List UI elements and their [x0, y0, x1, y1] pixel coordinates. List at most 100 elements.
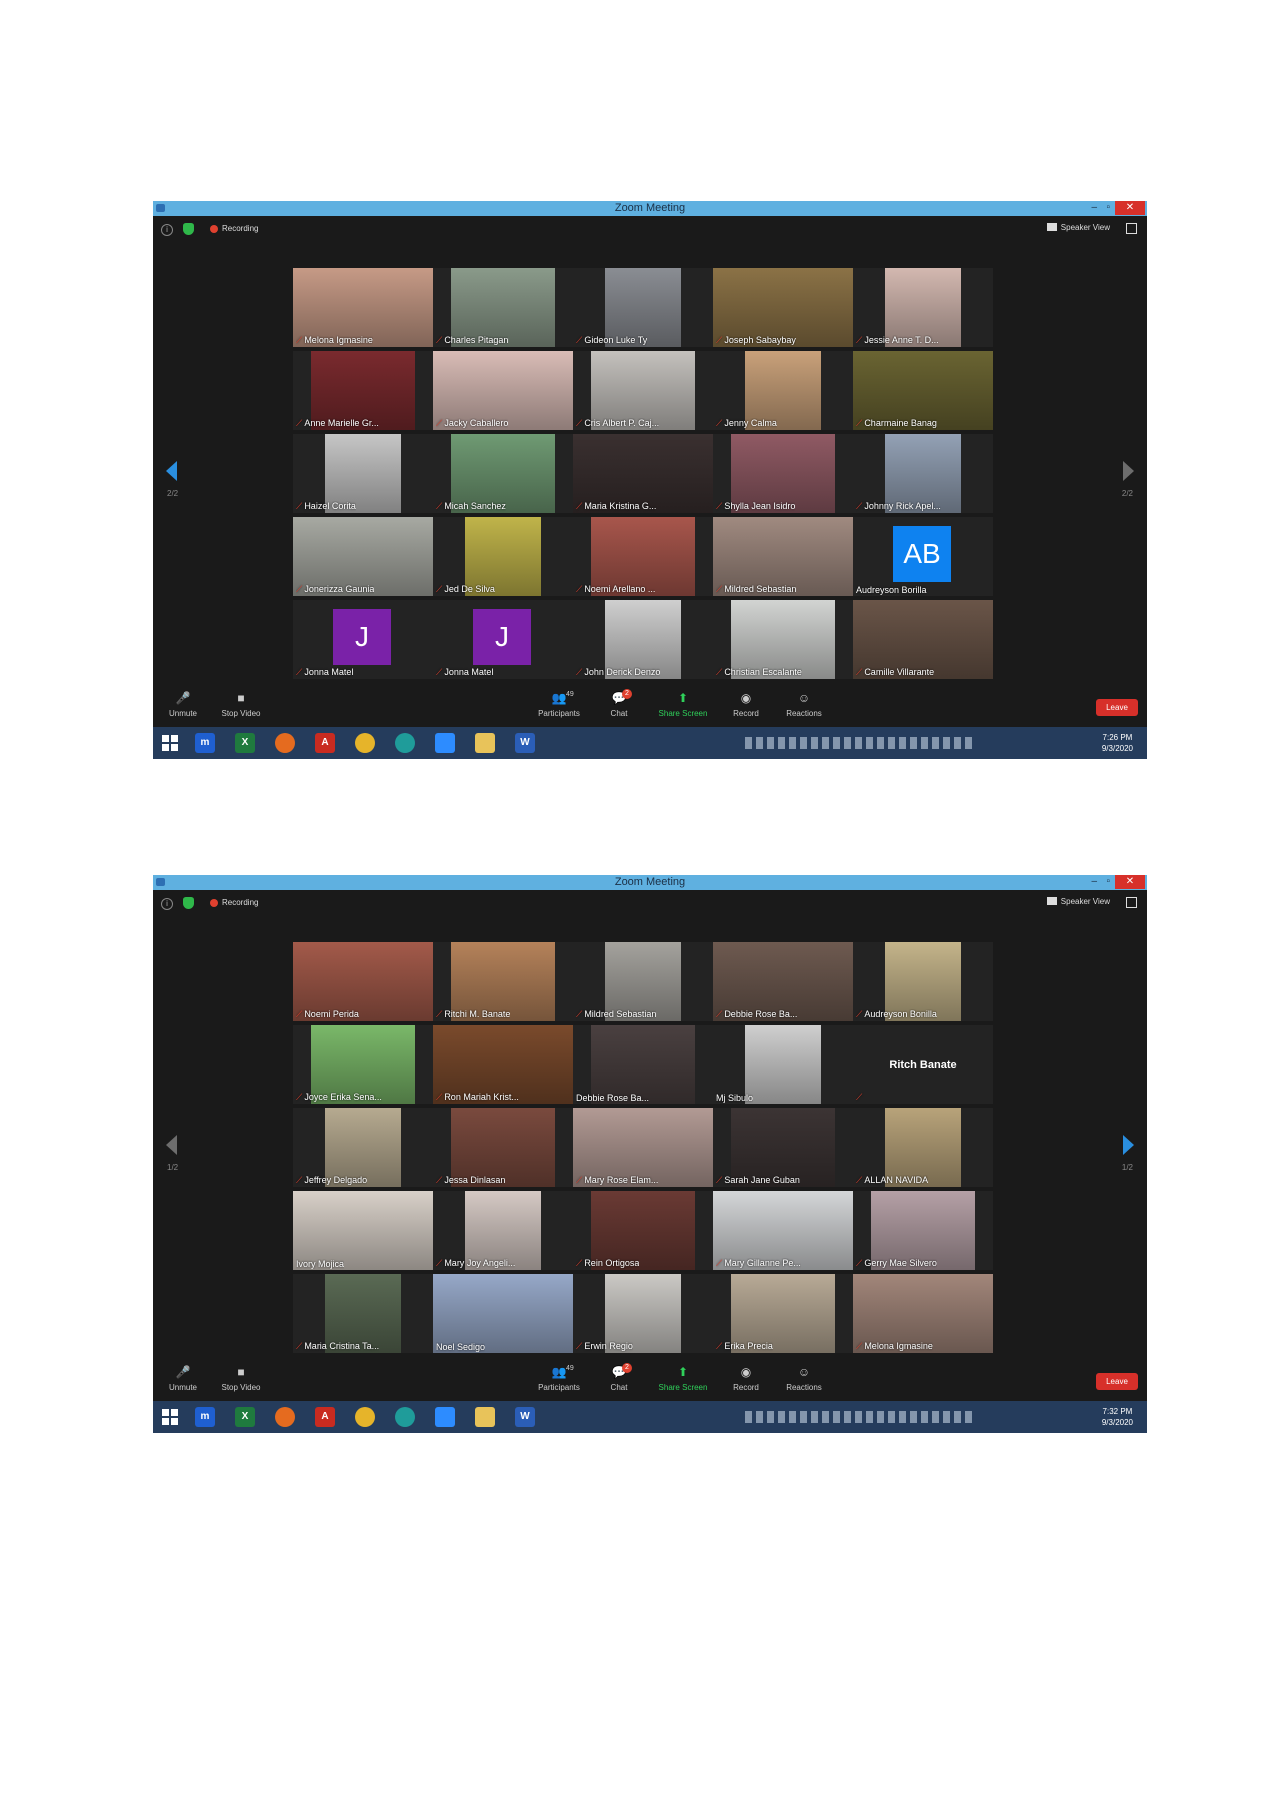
- participant-tile[interactable]: ⟋ Mary Rose Elam...: [573, 1108, 713, 1187]
- participant-tile[interactable]: ⟋ Camille Villarante: [853, 600, 993, 679]
- participant-tile[interactable]: ⟋ Charles Pitagan: [433, 268, 573, 347]
- participant-tile[interactable]: ⟋ Mildred Sebastian: [573, 942, 713, 1021]
- minimize-button[interactable]: –: [1091, 202, 1097, 213]
- participant-tile[interactable]: ⟋ Jenny Calma: [713, 351, 853, 430]
- acrobat-icon[interactable]: A: [315, 1407, 335, 1427]
- participant-tile[interactable]: ⟋ Noemi Arellano ...: [573, 517, 713, 596]
- edge-icon[interactable]: [395, 733, 415, 753]
- maximize-button[interactable]: ▫: [1106, 202, 1110, 213]
- participant-tile[interactable]: ⟋ Ritchi M. Banate: [433, 942, 573, 1021]
- participant-tile[interactable]: J ⟋ Jonna Matel: [293, 600, 433, 679]
- system-tray-icons[interactable]: [745, 737, 975, 749]
- excel-icon[interactable]: X: [235, 733, 255, 753]
- maximize-button[interactable]: ▫: [1106, 876, 1110, 887]
- participant-tile[interactable]: ⟋ Audreyson Bonilla: [853, 942, 993, 1021]
- speaker-view-button[interactable]: Speaker View: [1046, 223, 1110, 232]
- participant-tile[interactable]: ⟋ Jed De Silva: [433, 517, 573, 596]
- minimize-button[interactable]: –: [1091, 876, 1097, 887]
- info-icon[interactable]: i: [161, 224, 173, 236]
- participant-tile[interactable]: ⟋ Jonerizza Gaunia: [293, 517, 433, 596]
- edge-icon[interactable]: [395, 1407, 415, 1427]
- participant-tile[interactable]: ⟋ Sarah Jane Guban: [713, 1108, 853, 1187]
- participant-tile[interactable]: ⟋ John Derick Denzo: [573, 600, 713, 679]
- close-button[interactable]: ✕: [1115, 875, 1145, 889]
- participant-tile[interactable]: ⟋ Maria Cristina Ta...: [293, 1274, 433, 1353]
- participant-tile[interactable]: ⟋ Joyce Erika Sena...: [293, 1025, 433, 1104]
- app-icon[interactable]: m: [195, 1407, 215, 1427]
- previous-page-arrow[interactable]: [166, 1135, 177, 1155]
- zoom-taskbar-icon[interactable]: [435, 733, 455, 753]
- participant-tile[interactable]: J ⟋ Jonna Matel: [433, 600, 573, 679]
- chat-button[interactable]: 💬 2 Chat: [589, 689, 649, 718]
- info-icon[interactable]: i: [161, 898, 173, 910]
- chat-button[interactable]: 💬 2 Chat: [589, 1363, 649, 1392]
- windows-start-icon[interactable]: [162, 1409, 178, 1425]
- participant-tile[interactable]: Mj Sibulo: [713, 1025, 853, 1104]
- participant-tile[interactable]: Ritch Banate ⟋: [853, 1025, 993, 1104]
- participant-tile[interactable]: Ivory Mojica: [293, 1191, 433, 1270]
- chrome-icon[interactable]: [355, 733, 375, 753]
- firefox-icon[interactable]: [275, 733, 295, 753]
- zoom-taskbar-icon[interactable]: [435, 1407, 455, 1427]
- participant-tile[interactable]: ⟋ Jessa Dinlasan: [433, 1108, 573, 1187]
- participant-tile[interactable]: AB Audreyson Borilla: [853, 517, 993, 596]
- participant-tile[interactable]: ⟋ Noemi Perida: [293, 942, 433, 1021]
- record-button[interactable]: ◉ Record: [716, 691, 776, 718]
- leave-button[interactable]: Leave: [1096, 1373, 1138, 1390]
- participant-tile[interactable]: ⟋ Erwin Regio: [573, 1274, 713, 1353]
- participant-tile[interactable]: ⟋ Cris Albert P. Caj...: [573, 351, 713, 430]
- fullscreen-icon[interactable]: [1126, 897, 1137, 908]
- participant-tile[interactable]: Debbie Rose Ba...: [573, 1025, 713, 1104]
- participant-tile[interactable]: ⟋ Jeffrey Delgado: [293, 1108, 433, 1187]
- record-button[interactable]: ◉ Record: [716, 1365, 776, 1392]
- participant-tile[interactable]: ⟋ Mary Joy Angeli...: [433, 1191, 573, 1270]
- windows-start-icon[interactable]: [162, 735, 178, 751]
- participant-tile[interactable]: ⟋ Shylla Jean Isidro: [713, 434, 853, 513]
- participant-tile[interactable]: ⟋ Gideon Luke Ty: [573, 268, 713, 347]
- participant-tile[interactable]: ⟋ Ron Mariah Krist...: [433, 1025, 573, 1104]
- next-page-arrow[interactable]: [1123, 1135, 1134, 1155]
- participant-tile[interactable]: ⟋ Jacky Caballero: [433, 351, 573, 430]
- share-screen-button[interactable]: ⬆ Share Screen: [653, 691, 713, 718]
- chrome-icon[interactable]: [355, 1407, 375, 1427]
- acrobat-icon[interactable]: A: [315, 733, 335, 753]
- taskbar-clock[interactable]: 7:32 PM 9/3/2020: [1102, 1406, 1133, 1428]
- speaker-view-button[interactable]: Speaker View: [1046, 897, 1110, 906]
- fullscreen-icon[interactable]: [1126, 223, 1137, 234]
- file-explorer-icon[interactable]: [475, 1407, 495, 1427]
- previous-page-arrow[interactable]: [166, 461, 177, 481]
- participant-tile[interactable]: ⟋ Erika Precia: [713, 1274, 853, 1353]
- participant-tile[interactable]: ⟋ Micah Sanchez: [433, 434, 573, 513]
- shield-icon[interactable]: [183, 223, 194, 235]
- participant-tile[interactable]: ⟋ Charmaine Banag: [853, 351, 993, 430]
- file-explorer-icon[interactable]: [475, 733, 495, 753]
- participant-tile[interactable]: ⟋ Maria Kristina G...: [573, 434, 713, 513]
- participant-tile[interactable]: ⟋ Christian Escalante: [713, 600, 853, 679]
- participant-tile[interactable]: ⟋ Debbie Rose Ba...: [713, 942, 853, 1021]
- leave-button[interactable]: Leave: [1096, 699, 1138, 716]
- participant-tile[interactable]: ⟋ ALLAN NAVIDA: [853, 1108, 993, 1187]
- participant-tile[interactable]: ⟋ Melona Igmasine: [853, 1274, 993, 1353]
- word-icon[interactable]: W: [515, 1407, 535, 1427]
- participant-tile[interactable]: ⟋ Mildred Sebastian: [713, 517, 853, 596]
- participant-tile[interactable]: ⟋ Jessie Anne T. D...: [853, 268, 993, 347]
- participant-tile[interactable]: Noel Sedigo: [433, 1274, 573, 1353]
- stop-video-button[interactable]: ■ Stop Video: [211, 691, 271, 718]
- participant-tile[interactable]: ⟋ Johnny Rick Apel...: [853, 434, 993, 513]
- next-page-arrow[interactable]: [1123, 461, 1134, 481]
- close-button[interactable]: ✕: [1115, 201, 1145, 215]
- participant-tile[interactable]: ⟋ Rein Ortigosa: [573, 1191, 713, 1270]
- participants-button[interactable]: 👥 49 Participants: [529, 1365, 589, 1392]
- excel-icon[interactable]: X: [235, 1407, 255, 1427]
- participant-tile[interactable]: ⟋ Joseph Sabaybay: [713, 268, 853, 347]
- share-screen-button[interactable]: ⬆ Share Screen: [653, 1365, 713, 1392]
- system-tray-icons[interactable]: [745, 1411, 975, 1423]
- participant-tile[interactable]: ⟋ Anne Marielle Gr...: [293, 351, 433, 430]
- participant-tile[interactable]: ⟋ Mary Gillanne Pe...: [713, 1191, 853, 1270]
- participant-tile[interactable]: ⟋ Gerry Mae Silvero: [853, 1191, 993, 1270]
- unmute-button[interactable]: 🎤 Unmute: [153, 1365, 213, 1392]
- unmute-button[interactable]: 🎤 Unmute: [153, 691, 213, 718]
- reactions-button[interactable]: ☺ Reactions: [774, 691, 834, 718]
- app-icon[interactable]: m: [195, 733, 215, 753]
- firefox-icon[interactable]: [275, 1407, 295, 1427]
